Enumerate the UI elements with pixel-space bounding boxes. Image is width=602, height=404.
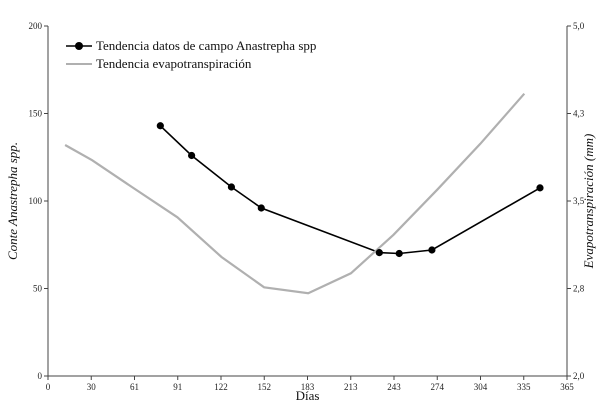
y-tick-label: 100 [29,196,43,206]
legend: Tendencia datos de campo Anastrepha spp … [66,38,316,71]
x-tick-label: 61 [130,382,139,392]
x-tick-label: 122 [214,382,228,392]
series-points [156,122,544,258]
y2-tick-label: 2,8 [573,284,585,294]
y2-tick-label: 4,3 [573,109,585,119]
x-tick-label: 30 [87,382,97,392]
y-tick-label: 150 [29,109,43,119]
data-point [188,151,196,160]
data-point [428,246,436,254]
x-tick-label: 0 [46,382,51,392]
axes [47,26,568,377]
y2-tick-label: 5,0 [573,21,585,31]
x-tick-label: 274 [431,382,445,392]
x-tick-label: 365 [560,382,574,392]
series-lines [64,92,541,295]
y2-tick-label: 3,5 [573,196,585,206]
legend-label-evapotranspiration: Tendencia evapotranspiración [96,56,252,71]
legend-marker-field-data [75,42,83,50]
y-tick-label: 0 [38,371,43,381]
y2-tick-label: 2,0 [573,371,585,381]
x-tick-label: 335 [517,382,531,392]
x-tick-label: 152 [258,382,272,392]
x-tick-label: 213 [344,382,358,392]
legend-label-field-data: Tendencia datos de campo Anastrepha spp [96,38,316,53]
x-axis-title: Días [296,388,320,403]
data-point [395,249,403,258]
data-point [257,204,265,212]
data-point [156,122,164,130]
tick-marks: 0 30 61 91 122 152 183 213 243 274 304 335 365 0 50 100… [29,21,585,392]
x-tick-label: 91 [173,382,182,392]
data-point [375,249,383,257]
x-tick-label: 304 [474,382,488,392]
y-tick-label: 200 [29,21,43,31]
series-line-field-data [159,125,541,255]
data-point [227,183,236,191]
x-tick-label: 183 [301,382,315,392]
y-tick-label: 50 [33,284,43,294]
data-point [536,184,544,192]
series-line-evapotranspiration [64,92,526,295]
y-axis-right-title: Evapotranspiración (mm) [581,134,596,270]
y-axis-left-title: Conte Anastrepha spp. [5,142,20,260]
x-tick-label: 243 [387,382,401,392]
